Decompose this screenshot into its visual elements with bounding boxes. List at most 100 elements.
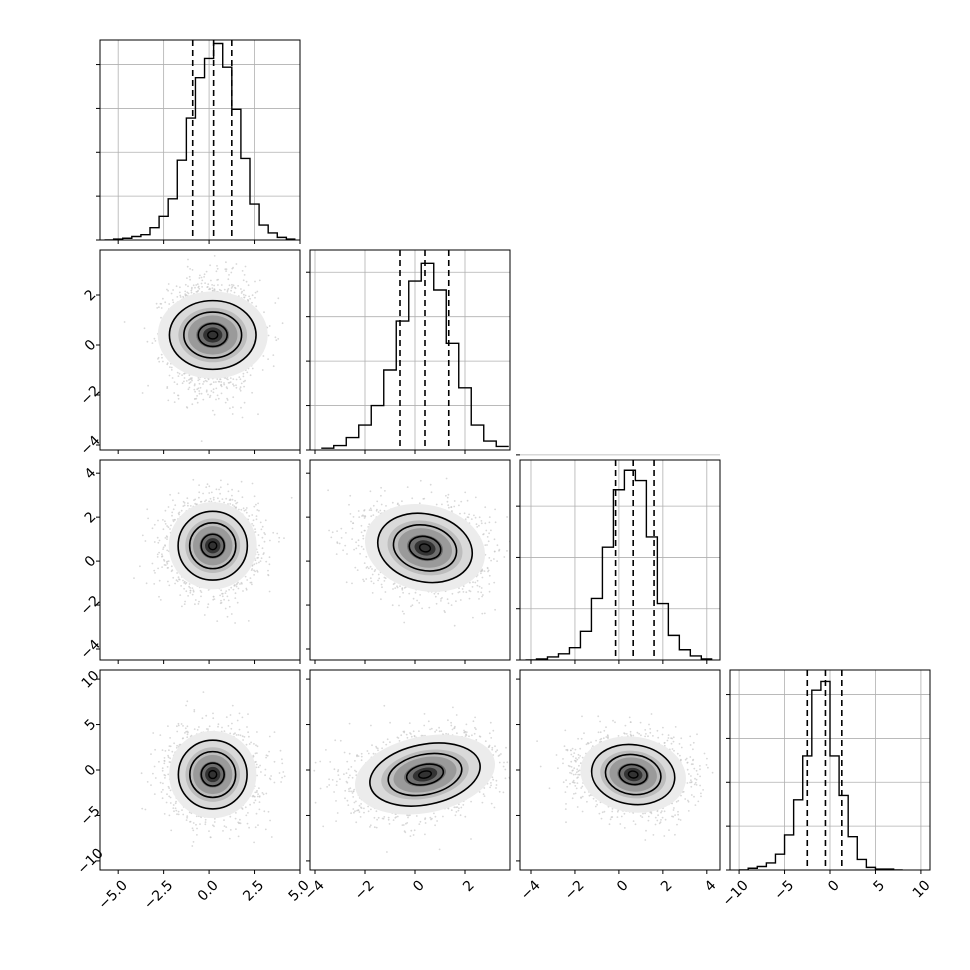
scatter-point (496, 544, 499, 547)
scatter-point (169, 366, 171, 368)
scatter-point (225, 261, 227, 264)
scatter-point (241, 270, 244, 272)
scatter-point (484, 544, 487, 546)
scatter-point (344, 544, 347, 547)
scatter-point (261, 369, 264, 371)
scatter-point (251, 523, 254, 525)
scatter-point (238, 508, 240, 511)
scatter-point (267, 569, 269, 572)
scatter-point (254, 291, 257, 294)
scatter-point (207, 603, 210, 606)
scatter-point (183, 502, 186, 504)
scatter-point (191, 286, 193, 289)
panel-frame (99, 39, 301, 241)
scatter-point (242, 372, 245, 375)
scatter-point (220, 479, 222, 482)
scatter-point (258, 544, 260, 547)
scatter-point (182, 295, 185, 298)
scatter-point (151, 527, 154, 530)
scatter-point (186, 497, 189, 500)
scatter-point (166, 525, 169, 527)
scatter-point (212, 388, 215, 391)
scatter-point (278, 536, 281, 539)
scatter-point (207, 283, 210, 286)
scatter-point (216, 279, 219, 281)
scatter-point (231, 504, 234, 506)
scatter-point (480, 591, 483, 594)
scatter-point (228, 274, 230, 276)
scatter-point (245, 511, 248, 514)
scatter-point (235, 506, 237, 509)
scatter-point (225, 268, 228, 271)
scatter-point (193, 384, 196, 387)
scatter-point (234, 287, 237, 290)
scatter-point (188, 382, 191, 385)
scatter-point (166, 562, 169, 565)
scatter-point (242, 279, 245, 282)
scatter-point (346, 553, 348, 555)
scatter-point (193, 383, 196, 385)
scatter-point (240, 288, 242, 290)
scatter-point (481, 612, 484, 615)
scatter-point (430, 491, 433, 494)
scatter-point (203, 614, 206, 616)
scatter-point (177, 397, 180, 400)
scatter-point (235, 585, 238, 588)
scatter-point (198, 277, 201, 279)
contour-line-0 (200, 533, 226, 558)
scatter-point (253, 574, 256, 576)
scatter-point (178, 511, 181, 514)
scatter-point (212, 595, 215, 598)
scatter-point (123, 321, 126, 323)
scatter-point (216, 394, 219, 397)
scatter-point (248, 515, 251, 517)
panel-frame (309, 249, 511, 451)
contour-line-2 (177, 510, 249, 581)
scatter-point (151, 342, 154, 344)
scatter-point (153, 541, 156, 543)
scatter-point (234, 499, 237, 502)
scatter-point (290, 496, 293, 499)
scatter-point (172, 576, 175, 579)
scatter-point (229, 503, 232, 505)
scatter-point (254, 559, 257, 562)
scatter-point (141, 392, 144, 394)
scatter-point (229, 381, 232, 383)
scatter-point (262, 553, 265, 555)
scatter-point (196, 395, 199, 397)
scatter-point (381, 586, 383, 589)
scatter-point (162, 548, 165, 550)
scatter-point (174, 582, 177, 585)
scatter-point (192, 589, 195, 592)
scatter-point (401, 587, 404, 590)
scatter-point (167, 526, 170, 529)
scatter-point (437, 592, 440, 595)
scatter-point (167, 283, 170, 285)
panel-1-1 (306, 249, 511, 454)
contour-line-core (207, 330, 219, 340)
scatter-point (212, 496, 215, 499)
scatter-point (206, 380, 208, 383)
scatter-point (156, 556, 159, 558)
scatter-point (453, 500, 456, 502)
scatter-point (276, 532, 279, 535)
scatter-point (220, 599, 222, 602)
scatter-point (159, 599, 162, 601)
scatter-point (242, 375, 245, 378)
scatter-point (362, 548, 365, 551)
scatter-point (199, 274, 201, 277)
scatter-point (255, 562, 258, 565)
scatter-point (377, 511, 380, 513)
scatter-point (249, 374, 252, 377)
scatter-point (164, 301, 167, 304)
scatter-point (167, 506, 170, 508)
scatter-point (484, 506, 487, 509)
scatter-point (419, 479, 422, 482)
scatter-point (255, 518, 258, 521)
scatter-point (208, 485, 211, 488)
scatter-point (251, 565, 254, 567)
scatter-point (211, 284, 214, 286)
scatter-point (474, 496, 477, 499)
scatter-point (254, 531, 257, 533)
